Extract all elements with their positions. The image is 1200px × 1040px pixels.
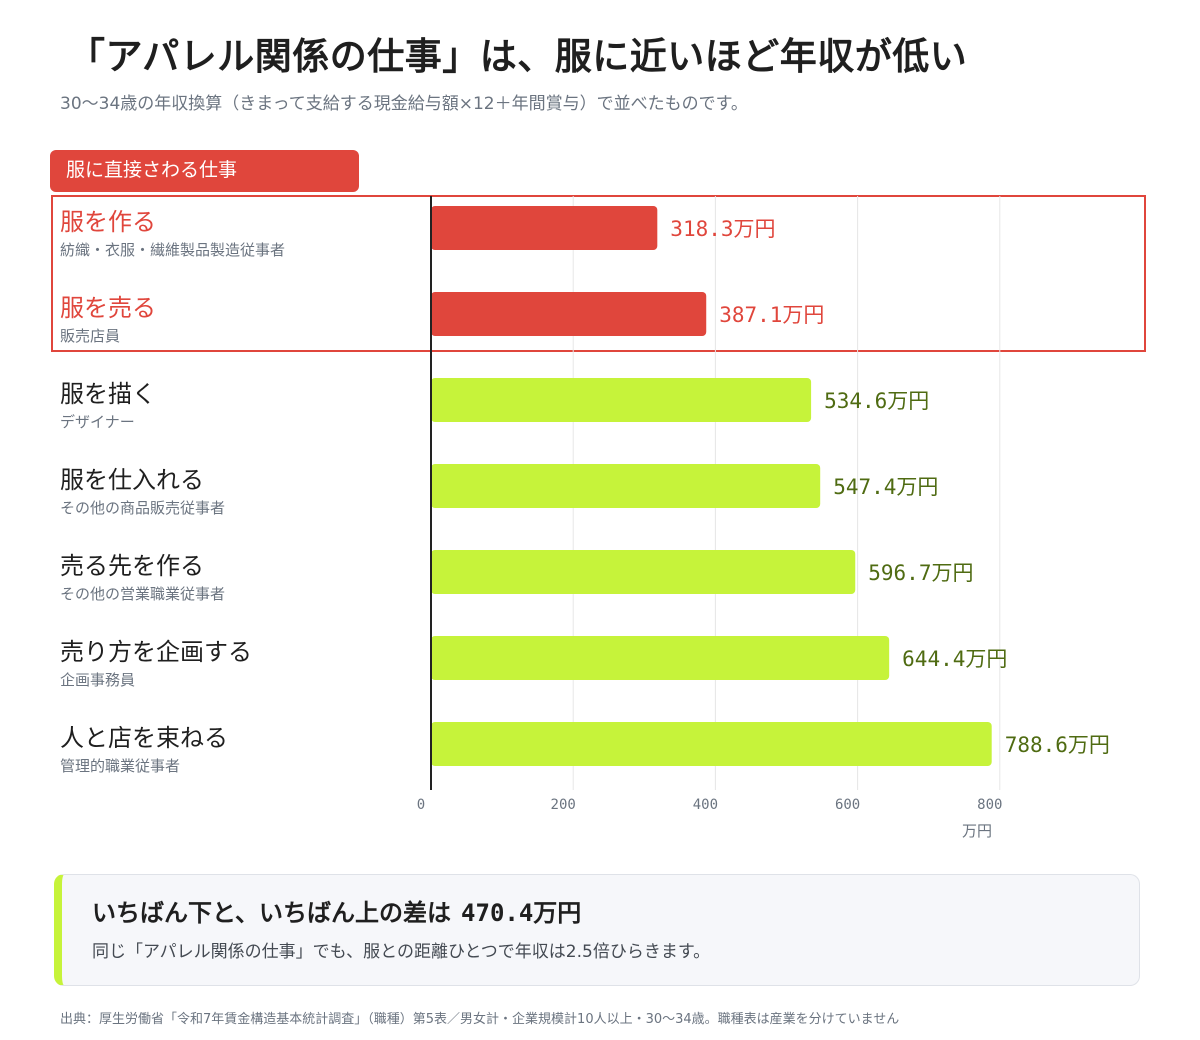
x-tick-label: 200 [551, 797, 576, 813]
bar [431, 464, 821, 508]
category-label: 人と店を束ねる [60, 724, 228, 752]
value-label: 547.4万円 [833, 475, 938, 499]
x-axis-unit-label: 万円 [962, 822, 992, 840]
value-label: 318.3万円 [670, 217, 775, 241]
bar [431, 636, 890, 680]
summary-callout: いちばん下と、いちばん上の差は 470.4万円 同じ「アパレル関係の仕事」でも、服… [54, 874, 1140, 986]
bar [431, 378, 812, 422]
x-tick-label: 800 [977, 797, 1002, 813]
category-label: 服を売る [60, 294, 156, 322]
source-note: 出典：厚生労働省「令和7年賃金構造基本統計調査」（職種）第5表／男女計・企業規模… [60, 1012, 900, 1027]
value-label: 387.1万円 [719, 303, 824, 327]
category-label: 服を作る [60, 208, 156, 236]
bar [431, 550, 856, 594]
category-label: 服を仕入れる [60, 466, 204, 494]
category-label: 服を描く [60, 380, 156, 408]
x-tick-label: 0 [417, 797, 425, 813]
bar [431, 292, 707, 336]
category-sublabel: その他の商品販売従事者 [60, 499, 225, 517]
summary-heading: いちばん下と、いちばん上の差は 470.4万円 [92, 893, 581, 928]
value-label: 596.7万円 [868, 561, 973, 585]
value-label: 534.6万円 [824, 389, 929, 413]
bar [431, 206, 658, 250]
summary-heading-text: いちばん下と、いちばん上の差は [92, 899, 452, 927]
value-label: 788.6万円 [1005, 733, 1110, 757]
x-tick-label: 600 [835, 797, 860, 813]
bar [431, 722, 992, 766]
category-label: 売る先を作る [60, 552, 204, 580]
x-tick-label: 400 [693, 797, 718, 813]
category-sublabel: 管理的職業従事者 [60, 757, 180, 775]
summary-difference-value: 470.4万円 [461, 899, 582, 927]
summary-body: 同じ「アパレル関係の仕事」でも、服との距離ひとつで年収は2.5倍ひらきます。 [92, 942, 711, 962]
page-subtitle: 30〜34歳の年収換算（きまって支給する現金給与額×12＋年間賞与）で並べたもの… [60, 94, 748, 114]
category-sublabel: 販売店員 [60, 327, 120, 345]
category-sublabel: その他の営業職業従事者 [60, 585, 225, 603]
page-title: 「アパレル関係の仕事」は、服に近いほど年収が低い [68, 35, 968, 78]
category-label: 売り方を企画する [60, 638, 252, 666]
category-sublabel: デザイナー [60, 413, 135, 431]
group-label-badge: 服に直接さわる仕事 [50, 150, 359, 192]
category-sublabel: 企画事務員 [60, 671, 135, 689]
highlight-group-frame [51, 195, 1146, 352]
value-label: 644.4万円 [902, 647, 1007, 671]
category-sublabel: 紡織・衣服・繊維製品製造従事者 [60, 241, 285, 259]
